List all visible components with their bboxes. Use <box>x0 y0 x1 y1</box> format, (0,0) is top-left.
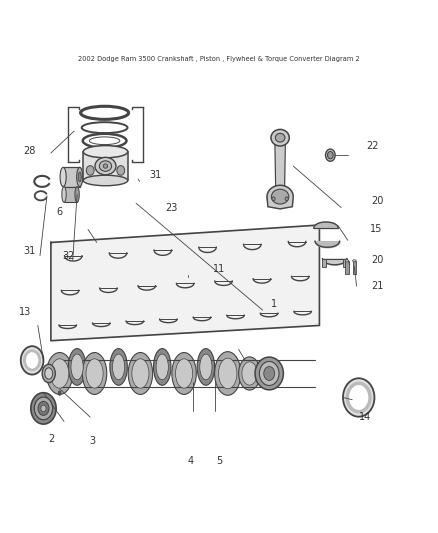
Text: 1: 1 <box>271 298 277 309</box>
Ellipse shape <box>285 197 288 201</box>
Ellipse shape <box>41 405 46 411</box>
Ellipse shape <box>132 359 149 388</box>
Polygon shape <box>51 225 319 341</box>
Ellipse shape <box>113 354 125 379</box>
Text: 4: 4 <box>187 456 194 466</box>
Ellipse shape <box>272 197 275 201</box>
Ellipse shape <box>103 164 108 168</box>
Ellipse shape <box>117 166 125 175</box>
Ellipse shape <box>83 175 128 185</box>
Ellipse shape <box>276 133 285 142</box>
Text: 13: 13 <box>18 308 31 317</box>
Bar <box>64 187 77 203</box>
Text: 5: 5 <box>216 456 222 466</box>
Ellipse shape <box>68 349 86 385</box>
Ellipse shape <box>176 359 193 388</box>
Text: 15: 15 <box>370 224 382 235</box>
Ellipse shape <box>25 351 40 370</box>
Ellipse shape <box>215 352 241 395</box>
Ellipse shape <box>200 354 212 379</box>
Ellipse shape <box>99 161 112 171</box>
Text: 23: 23 <box>165 203 177 213</box>
Ellipse shape <box>71 354 83 379</box>
Text: 11: 11 <box>213 264 225 273</box>
Ellipse shape <box>60 167 66 187</box>
Text: 22: 22 <box>367 141 379 151</box>
Ellipse shape <box>343 378 374 417</box>
Bar <box>322 259 326 268</box>
Ellipse shape <box>83 146 128 158</box>
Ellipse shape <box>242 362 257 385</box>
Bar <box>345 261 349 274</box>
Ellipse shape <box>197 349 215 385</box>
Ellipse shape <box>42 364 55 383</box>
Ellipse shape <box>50 359 69 388</box>
Ellipse shape <box>239 357 261 390</box>
Ellipse shape <box>325 149 335 161</box>
Ellipse shape <box>75 187 79 203</box>
Ellipse shape <box>21 346 43 375</box>
Ellipse shape <box>34 397 53 420</box>
Bar <box>63 167 80 187</box>
Bar <box>353 261 356 274</box>
Ellipse shape <box>31 393 56 424</box>
Ellipse shape <box>128 352 152 394</box>
Ellipse shape <box>347 383 370 411</box>
Ellipse shape <box>45 368 53 379</box>
Bar <box>83 152 128 181</box>
Bar <box>343 259 347 268</box>
Text: 3: 3 <box>89 436 95 446</box>
Ellipse shape <box>345 260 349 262</box>
Text: 2002 Dodge Ram 3500 Crankshaft , Piston , Flywheel & Torque Converter Diagram 2: 2002 Dodge Ram 3500 Crankshaft , Piston … <box>78 55 360 62</box>
Text: 31: 31 <box>149 170 161 180</box>
Ellipse shape <box>78 172 81 182</box>
Ellipse shape <box>219 358 237 389</box>
Text: 20: 20 <box>371 255 383 265</box>
Polygon shape <box>267 197 293 209</box>
Polygon shape <box>275 142 286 192</box>
Ellipse shape <box>172 352 196 394</box>
Ellipse shape <box>255 357 283 390</box>
Ellipse shape <box>328 151 333 159</box>
Ellipse shape <box>156 354 168 379</box>
Ellipse shape <box>271 130 289 146</box>
Text: 2: 2 <box>48 434 54 444</box>
Ellipse shape <box>110 349 127 385</box>
Text: 6: 6 <box>57 207 63 217</box>
Ellipse shape <box>86 166 94 175</box>
Text: 14: 14 <box>359 412 371 422</box>
Ellipse shape <box>95 157 116 175</box>
Ellipse shape <box>272 189 289 204</box>
Ellipse shape <box>353 260 356 262</box>
Ellipse shape <box>38 401 49 415</box>
Ellipse shape <box>46 352 73 394</box>
Ellipse shape <box>58 391 61 395</box>
Text: 28: 28 <box>23 146 35 156</box>
Text: 31: 31 <box>23 246 35 256</box>
Ellipse shape <box>153 349 171 385</box>
Text: 21: 21 <box>371 281 383 291</box>
Ellipse shape <box>259 361 279 385</box>
Ellipse shape <box>62 187 66 203</box>
Ellipse shape <box>82 352 107 394</box>
Text: 32: 32 <box>62 251 74 261</box>
Ellipse shape <box>86 359 103 388</box>
Ellipse shape <box>264 367 275 381</box>
Text: 20: 20 <box>371 196 383 206</box>
Ellipse shape <box>267 185 293 208</box>
Ellipse shape <box>77 167 83 187</box>
